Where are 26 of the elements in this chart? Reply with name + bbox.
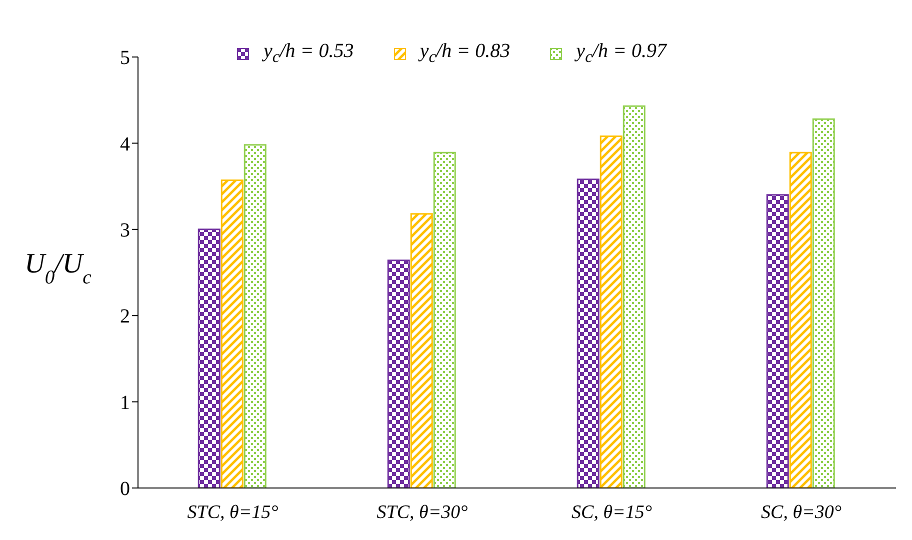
y-tick-label: 5 [120, 47, 130, 70]
bar [198, 228, 220, 488]
bar [220, 180, 244, 488]
y-axis-title: U$_{0}$/U$_{c}$ [24, 248, 92, 288]
bar [244, 144, 266, 488]
bar [812, 118, 835, 488]
y-tick-label: 0 [120, 478, 130, 500]
bar [789, 152, 812, 488]
x-tick-label: SC, θ=15° [572, 502, 652, 523]
legend-label: y$_{c}$/h = 0.53 [263, 40, 354, 67]
y-tick-label: 4 [120, 133, 130, 156]
bar [600, 136, 622, 488]
bar [766, 194, 789, 488]
legend-label: y$_{c}$/h = 0.97 [576, 40, 667, 67]
bar [622, 105, 646, 488]
x-tick-label: SC, θ=30° [761, 502, 842, 523]
y-tick-label: 2 [120, 306, 130, 328]
x-tick-label: STC, θ=15° [187, 502, 279, 523]
bar [410, 213, 433, 488]
bar [576, 178, 600, 488]
x-tick-label: STC, θ=30° [376, 502, 468, 523]
legend-label: y$_{c}$/h = 0.83 [420, 40, 510, 67]
y-tick-label: 3 [120, 220, 130, 242]
y-tick-label: 1 [120, 392, 130, 414]
bar [433, 152, 456, 488]
bar [387, 260, 410, 488]
